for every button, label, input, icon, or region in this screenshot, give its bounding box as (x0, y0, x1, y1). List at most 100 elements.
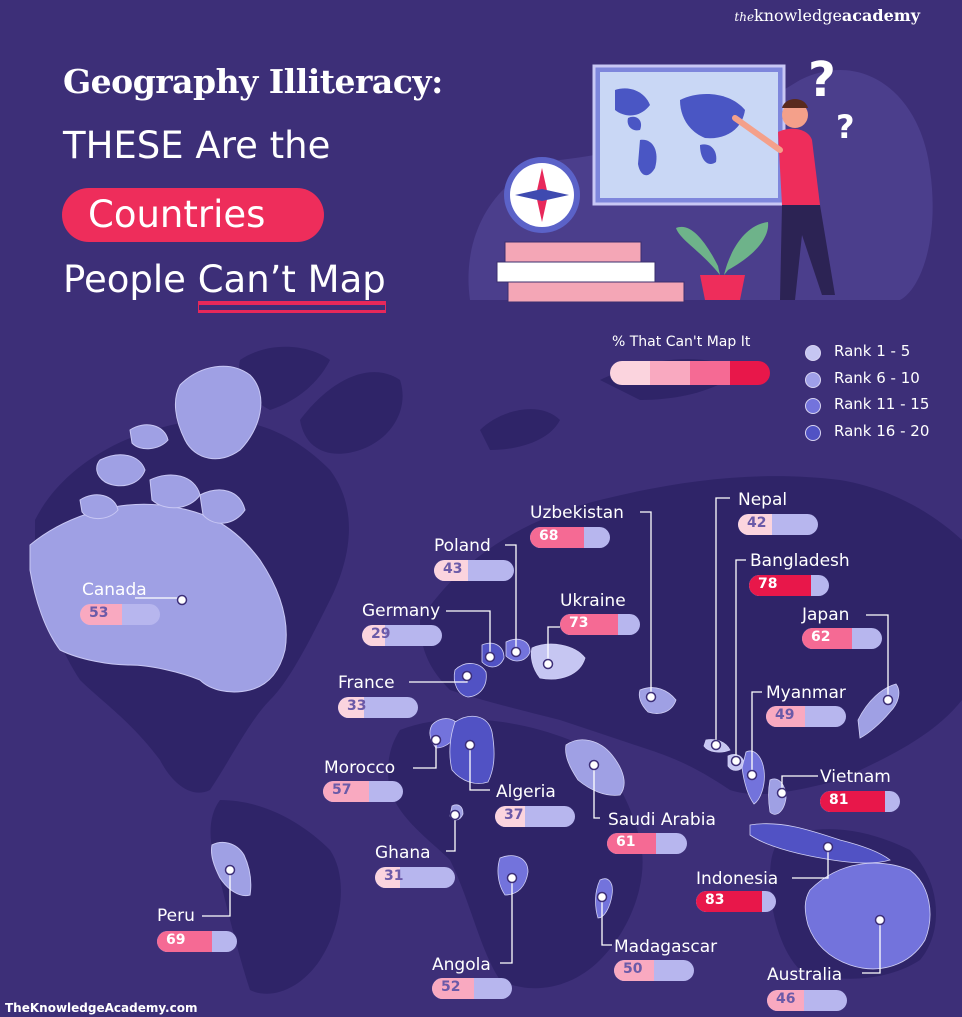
bangladesh-label: Bangladesh (750, 551, 850, 571)
algeria-shape (449, 715, 495, 784)
peru-label: Peru (157, 906, 195, 926)
saudi-arabia-percent-fill (607, 833, 656, 854)
uzbekistan-percent-value: 68 (539, 528, 559, 544)
title-highlight-pill (62, 188, 324, 242)
algeria-percent-fill (495, 806, 525, 827)
germany-percent-value: 29 (371, 626, 391, 642)
angola-percent-bar: 52 (432, 978, 512, 999)
france-percent-value: 33 (347, 698, 367, 714)
canada-label: Canada (82, 580, 147, 600)
peru-percent-fill (157, 931, 213, 952)
uzbekistan-label: Uzbekistan (530, 503, 624, 523)
poland-percent-bar: 43 (434, 560, 514, 581)
france-percent-bar: 33 (338, 697, 418, 718)
australia-label: Australia (767, 965, 843, 985)
ukraine-label: Ukraine (560, 591, 626, 611)
poland-percent-fill (434, 560, 469, 581)
australia-shape (804, 862, 931, 970)
nepal-label: Nepal (738, 490, 788, 510)
japan-percent-value: 62 (811, 629, 831, 645)
madagascar-percent-bar: 50 (614, 960, 694, 981)
australia-percent-fill (767, 990, 804, 1011)
ukraine-percent-value: 73 (569, 615, 589, 631)
ghana-label: Ghana (375, 843, 431, 863)
germany-percent-bar: 29 (362, 625, 442, 646)
vietnam-percent-bar: 81 (820, 791, 900, 812)
australia-percent-value: 46 (776, 991, 796, 1007)
vietnam-label: Vietnam (820, 767, 891, 787)
peru-percent-bar: 69 (157, 931, 237, 952)
australia-percent-bar: 46 (767, 990, 847, 1011)
myanmar-label: Myanmar (766, 683, 846, 703)
indonesia-shape (749, 823, 891, 864)
saudi-arabia-percent-value: 61 (616, 834, 636, 850)
footer-credit: TheKnowledgeAcademy.com (5, 1001, 198, 1015)
peru-percent-value: 69 (166, 932, 186, 948)
madagascar-percent-value: 50 (623, 961, 643, 977)
nepal-percent-bar: 42 (738, 514, 818, 535)
algeria-percent-value: 37 (504, 807, 524, 823)
indonesia-percent-fill (696, 891, 763, 912)
title-line-1: Geography Illiteracy: (63, 62, 443, 101)
myanmar-percent-bar: 49 (766, 706, 846, 727)
nepal-percent-value: 42 (747, 515, 767, 531)
angola-percent-fill (432, 978, 474, 999)
ukraine-percent-fill (560, 614, 619, 635)
vietnam-percent-fill (820, 791, 885, 812)
uzbekistan-percent-bar: 68 (530, 527, 610, 548)
legend-scale-segment (610, 361, 650, 385)
madagascar-label: Madagascar (614, 937, 718, 957)
brand-logo: theknowledgeacademy (734, 6, 920, 25)
myanmar-percent-fill (766, 706, 806, 727)
legend-rank-swatch (805, 398, 821, 414)
svg-text:?: ? (808, 52, 836, 108)
algeria-label: Algeria (496, 782, 556, 802)
canada-percent-bar: 53 (80, 604, 160, 625)
legend-rank-label: Rank 1 - 5 (834, 342, 911, 360)
madagascar-percent-fill (614, 960, 654, 981)
japan-percent-bar: 62 (802, 628, 882, 649)
legend-title: % That Can't Map It (612, 334, 751, 350)
legend-scale-segment (690, 361, 730, 385)
vietnam-percent-value: 81 (829, 792, 849, 808)
canada-percent-fill (80, 604, 123, 625)
france-percent-fill (338, 697, 365, 718)
europe-shapes (453, 638, 586, 698)
canada-percent-value: 53 (89, 605, 109, 621)
myanmar-percent-value: 49 (775, 707, 795, 723)
legend-scale-segment (730, 361, 770, 385)
header-illustration: ? ? (468, 52, 933, 303)
germany-percent-fill (362, 625, 386, 646)
legend-scale-segment (650, 361, 690, 385)
title-line-3: Countries (88, 193, 266, 236)
angola-label: Angola (432, 955, 491, 975)
bangladesh-percent-fill (749, 575, 812, 596)
legend-rank-label: Rank 6 - 10 (834, 368, 920, 387)
germany-label: Germany (362, 601, 441, 621)
uzbekistan-percent-fill (530, 527, 585, 548)
morocco-percent-value: 57 (332, 782, 352, 798)
bangladesh-percent-value: 78 (758, 576, 778, 592)
japan-percent-fill (802, 628, 852, 649)
legend-rank-swatch (805, 424, 821, 441)
legend-rank-label: Rank 16 - 20 (834, 421, 930, 440)
leader-lines (135, 497, 889, 974)
japan-label: Japan (802, 605, 850, 625)
morocco-percent-bar: 57 (323, 781, 403, 802)
ghana-percent-fill (375, 867, 400, 888)
morocco-percent-fill (323, 781, 369, 802)
ghana-percent-value: 31 (384, 868, 404, 884)
legend-rank-swatch (805, 371, 821, 388)
angola-percent-value: 52 (441, 979, 461, 995)
indonesia-percent-value: 83 (705, 892, 725, 908)
legend-rank-label: Rank 11 - 15 (834, 395, 930, 413)
morocco-label: Morocco (324, 758, 396, 778)
title-line-2: THESE Are the (63, 124, 331, 167)
svg-text:?: ? (836, 108, 855, 146)
ukraine-percent-bar: 73 (560, 614, 640, 635)
france-label: France (338, 673, 395, 693)
legend-rank-swatch (805, 345, 821, 361)
poland-percent-value: 43 (443, 561, 463, 577)
saudi-arabia-label: Saudi Arabia (608, 810, 716, 830)
title-line-4: People Can’t Map (63, 258, 386, 305)
